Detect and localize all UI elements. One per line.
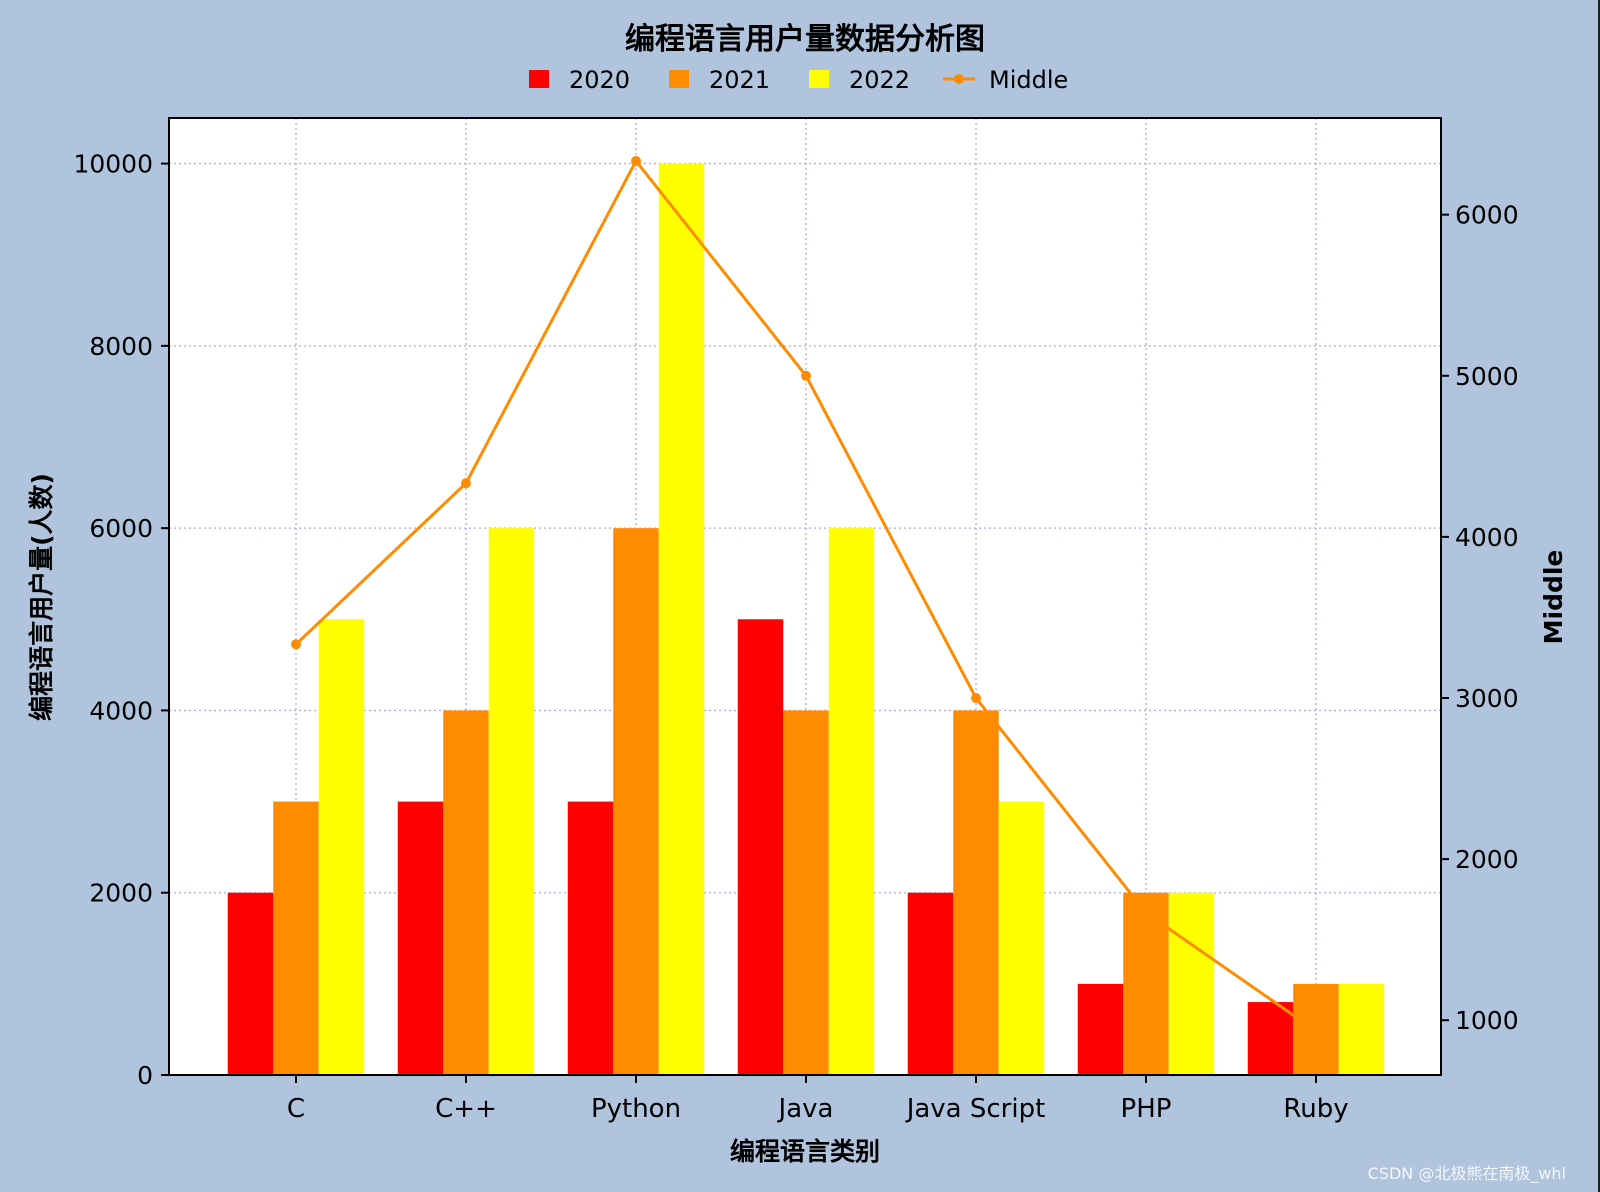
bar-2022-java-script xyxy=(998,801,1045,1075)
bar-2022-c++ xyxy=(488,528,535,1075)
bars xyxy=(227,163,1385,1076)
legend-swatch-2020 xyxy=(529,70,549,88)
bar-2022-php xyxy=(1168,892,1215,1075)
legend-swatch-2022 xyxy=(809,70,829,88)
middle-point xyxy=(801,370,811,381)
bar-2022-java xyxy=(828,528,875,1075)
y-tick-label: 2000 xyxy=(89,879,153,908)
legend-line-marker xyxy=(954,74,964,84)
middle-point xyxy=(1141,907,1151,918)
middle-point xyxy=(1311,1025,1321,1036)
y-tick-label: 6000 xyxy=(89,514,153,543)
x-tick-label: C xyxy=(287,1094,305,1124)
bar-2022-c xyxy=(318,619,365,1075)
legend: 2020 2021 2022 Middle xyxy=(529,66,1068,94)
y-tick-label: 0 xyxy=(137,1061,153,1090)
bar-2020-php xyxy=(1077,983,1124,1075)
bar-2021-c++ xyxy=(443,710,489,1075)
bar-2021-java xyxy=(783,710,829,1075)
bar-2020-java-script xyxy=(907,892,954,1075)
y-axis-ticks: 0 2000 4000 6000 8000 10000 xyxy=(73,150,169,1090)
bar-2022-python xyxy=(658,163,705,1076)
x-tick-label: Ruby xyxy=(1283,1094,1348,1124)
bar-2021-python xyxy=(613,528,659,1075)
x-tick-label: Python xyxy=(591,1094,681,1124)
middle-line xyxy=(291,155,1321,1036)
bar-2020-c xyxy=(227,892,274,1075)
x-axis-label: 编程语言类别 xyxy=(730,1137,880,1166)
y2-tick-label: 5000 xyxy=(1455,362,1519,391)
bar-2022-ruby xyxy=(1338,983,1385,1075)
middle-point xyxy=(631,155,641,166)
x-tick-label: C++ xyxy=(435,1094,497,1124)
y2-tick-label: 2000 xyxy=(1455,845,1519,874)
legend-label-Middle: Middle xyxy=(989,66,1068,94)
y2-tick-label: 1000 xyxy=(1455,1006,1519,1035)
y2-tick-label: 4000 xyxy=(1455,523,1519,552)
bar-2021-c xyxy=(273,801,319,1075)
legend-label-2021: 2021 xyxy=(709,66,770,94)
bar-2020-ruby xyxy=(1247,1002,1294,1075)
y-tick-label: 4000 xyxy=(89,696,153,725)
middle-point xyxy=(461,478,471,489)
x-axis-ticks: C C++ Python Java Java Script PHP Ruby xyxy=(287,1075,1349,1124)
bar-2021-java-script xyxy=(953,710,999,1075)
y-tick-label: 8000 xyxy=(89,332,153,361)
watermark: CSDN @北极熊在南极_whl xyxy=(1367,1164,1566,1183)
y2-tick-label: 3000 xyxy=(1455,684,1519,713)
bar-2021-php xyxy=(1123,892,1169,1075)
y2-axis-ticks: 1000 2000 3000 4000 5000 6000 xyxy=(1441,201,1519,1035)
window-edge xyxy=(1598,0,1600,1192)
chart-title: 编程语言用户量数据分析图 xyxy=(625,22,985,57)
bar-2020-java xyxy=(737,619,784,1075)
middle-point xyxy=(971,693,981,703)
bar-2020-c++ xyxy=(397,801,444,1075)
legend-label-2020: 2020 xyxy=(569,66,630,94)
x-tick-label: PHP xyxy=(1121,1094,1172,1124)
y2-tick-label: 6000 xyxy=(1455,201,1519,230)
y-axis-label: 编程语言用户量(人数) xyxy=(27,473,56,721)
x-tick-label: Java xyxy=(777,1094,834,1124)
bar-2020-python xyxy=(567,801,614,1075)
middle-point xyxy=(291,639,301,650)
legend-label-2022: 2022 xyxy=(849,66,910,94)
y-tick-label: 10000 xyxy=(73,150,153,179)
x-tick-label: Java Script xyxy=(905,1094,1046,1124)
y2-axis-label: Middle xyxy=(1539,550,1568,645)
legend-swatch-2021 xyxy=(669,70,689,88)
